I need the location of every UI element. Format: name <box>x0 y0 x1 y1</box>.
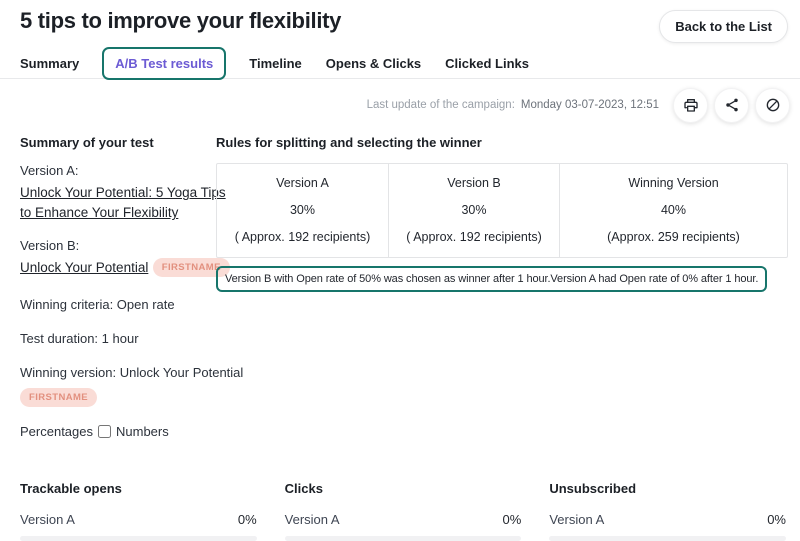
stat-value: 0% <box>767 511 786 527</box>
split-rules-table: Version A 30% ( Approx. 192 recipients) … <box>216 163 788 258</box>
winner-message-box: Version B with Open rate of 50% was chos… <box>216 266 768 292</box>
test-duration-text: Test duration: 1 hour <box>20 330 139 346</box>
split-column-version-b: Version B 30% ( Approx. 192 recipients) <box>388 164 559 257</box>
display-mode-toggle: Percentages Numbers <box>20 424 200 439</box>
split-name: Version A <box>276 176 329 190</box>
stat-value: 0% <box>237 511 257 527</box>
stat-label: Version A <box>20 511 75 527</box>
progress-track <box>20 535 257 541</box>
split-recipients: ( Approx. 192 recipients) <box>234 230 371 244</box>
split-column-version-a: Version A 30% ( Approx. 192 recipients) <box>217 164 388 257</box>
winning-version-text: Winning version: Unlock Your Potential <box>20 364 244 380</box>
percentages-label: Percentages <box>20 423 93 439</box>
last-update-value: Monday 03-07-2023, 12:51 <box>520 99 659 111</box>
share-icon <box>724 97 740 113</box>
tab-opens-and-clicks[interactable]: Opens & Clicks <box>325 56 422 71</box>
test-summary-heading: Summary of your test <box>20 135 154 150</box>
split-percent: 30% <box>461 203 487 217</box>
print-button[interactable] <box>673 87 708 123</box>
last-update-label: Last update of the campaign: <box>366 99 515 111</box>
winning-version-badge-row: FIRSTNAME <box>20 387 200 407</box>
split-percent: 40% <box>660 203 687 217</box>
tab-clicked-links[interactable]: Clicked Links <box>445 56 529 71</box>
split-recipients: ( Approx. 192 recipients) <box>406 230 542 244</box>
version-a-label: Version A: <box>20 163 79 178</box>
progress-track <box>549 535 786 541</box>
tab-ab-test-results[interactable]: A/B Test results <box>102 47 227 80</box>
split-name: Winning Version <box>628 176 719 190</box>
rules-heading: Rules for splitting and selecting the wi… <box>216 135 482 150</box>
percentages-numbers-checkbox[interactable] <box>98 424 111 438</box>
tab-bar: Summary A/B Test results Timeline Opens … <box>0 47 800 80</box>
split-column-winning-version: Winning Version 40% (Approx. 259 recipie… <box>559 164 787 257</box>
meta-row: Last update of the campaign: Monday 03-0… <box>0 87 800 123</box>
share-button[interactable] <box>714 87 749 123</box>
version-b-label: Version B: <box>20 237 80 253</box>
print-icon <box>683 97 699 113</box>
stat-label: Version A <box>549 511 605 527</box>
stat-row: Version A 0% <box>549 512 786 541</box>
split-name: Version B <box>447 176 501 190</box>
tab-summary[interactable]: Summary <box>20 56 80 71</box>
firstname-badge: FIRSTNAME <box>152 257 230 277</box>
block-icon <box>765 97 781 113</box>
stat-row: Version A 0% <box>284 511 522 541</box>
winning-criteria-text: Winning criteria: Open rate <box>20 296 175 312</box>
tab-timeline[interactable]: Timeline <box>249 56 302 71</box>
stat-value: 0% <box>502 511 522 527</box>
main-content: Summary of your test Version A: Unlock Y… <box>0 123 800 439</box>
stat-row: Version A 0% <box>20 512 257 541</box>
version-b-row: Unlock Your Potential FIRSTNAME <box>20 257 230 278</box>
block-button[interactable] <box>755 87 790 123</box>
split-percent: 30% <box>289 203 316 217</box>
firstname-badge: FIRSTNAME <box>20 387 98 407</box>
numbers-label: Numbers <box>116 423 169 439</box>
version-a-link[interactable]: Unlock Your Potential: 5 Yoga Tips to En… <box>20 185 226 221</box>
split-recipients: (Approx. 259 recipients) <box>607 230 740 244</box>
stat-label: Version A <box>284 511 340 527</box>
stat-heading: Unsubscribed <box>549 480 637 496</box>
version-b-link[interactable]: Unlock Your Potential <box>20 259 149 275</box>
back-to-list-button[interactable]: Back to the List <box>659 10 788 43</box>
stat-heading: Clicks <box>284 480 323 496</box>
test-summary-panel: Summary of your test Version A: Unlock Y… <box>20 135 244 439</box>
stat-heading: Trackable opens <box>20 480 122 496</box>
progress-track <box>284 535 522 541</box>
stats-unsubscribed: Unsubscribed Version A 0% Version B 0% W… <box>549 481 786 541</box>
page-title: 5 tips to improve your flexibility <box>20 8 342 33</box>
rules-panel: Rules for splitting and selecting the wi… <box>216 135 788 439</box>
stats-clicks: Clicks Version A 0% Version B 0% Winning… <box>284 480 522 541</box>
stats-section: Trackable opens Version A 0% Version B 5… <box>0 481 800 541</box>
page-header: 5 tips to improve your flexibility Back … <box>0 0 800 43</box>
stats-trackable-opens: Trackable opens Version A 0% Version B 5… <box>20 481 257 541</box>
